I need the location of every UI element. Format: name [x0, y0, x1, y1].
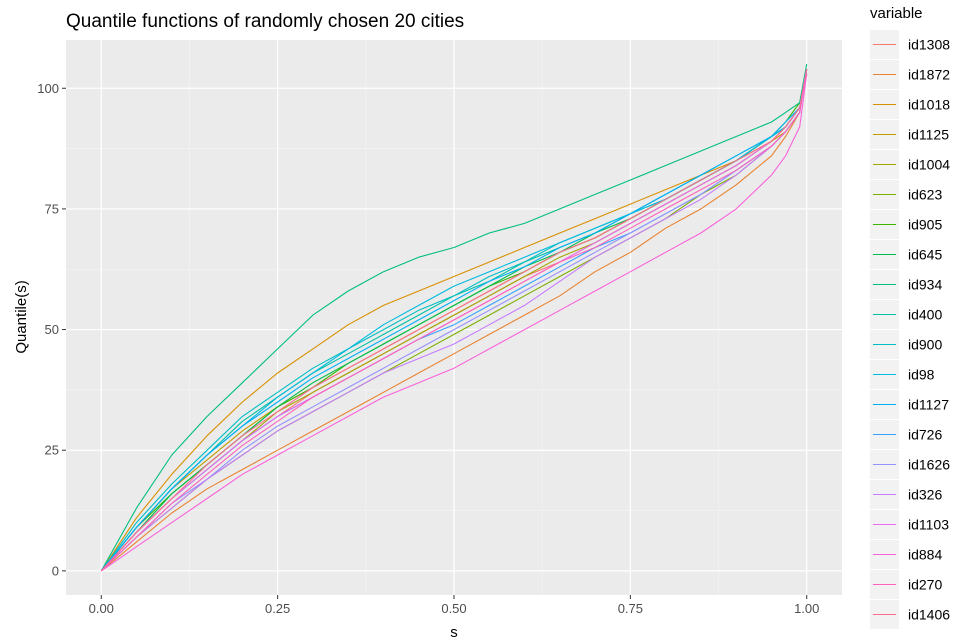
legend: id1308 id1872 id1018 id1125 id1004 id623 id905… — [870, 30, 950, 629]
y-axis-ticks: 0 25 50 75 100 — [37, 81, 66, 578]
legend-label-id1626: id1626 — [908, 457, 950, 473]
x-tick-label: 0.25 — [265, 601, 290, 616]
y-axis-title: Quantile(s) — [13, 280, 30, 353]
legend-label-id645: id645 — [908, 247, 942, 263]
x-tick-label: 0.00 — [89, 601, 114, 616]
grid-lines — [66, 40, 842, 595]
legend-label-id934: id934 — [908, 277, 942, 293]
x-tick-label: 0.50 — [441, 601, 466, 616]
legend-label-id884: id884 — [908, 547, 942, 563]
legend-label-id1127: id1127 — [908, 397, 949, 413]
legend-label-id400: id400 — [908, 307, 942, 323]
legend-label-id1125: id1125 — [908, 127, 949, 143]
series-line-id1406 — [100, 68, 808, 572]
series-lines — [100, 64, 808, 572]
legend-label-id270: id270 — [908, 577, 942, 593]
legend-title: variable — [870, 5, 923, 22]
legend-label-id1406: id1406 — [908, 607, 950, 623]
series-line-id1872 — [100, 68, 808, 572]
x-axis-title: s — [450, 624, 458, 641]
series-line-id934 — [100, 64, 808, 572]
y-tick-label: 100 — [37, 81, 59, 96]
legend-label-id1103: id1103 — [908, 517, 949, 533]
legend-label-id726: id726 — [908, 427, 942, 443]
y-tick-label: 25 — [45, 443, 59, 458]
x-tick-label: 0.75 — [618, 601, 643, 616]
legend-label-id1872: id1872 — [908, 67, 950, 83]
legend-label-id1004: id1004 — [908, 157, 950, 173]
chart-title: Quantile functions of randomly chosen 20… — [66, 11, 464, 32]
y-tick-label: 50 — [45, 322, 59, 337]
legend-label-id98: id98 — [908, 367, 935, 383]
y-tick-label: 75 — [45, 201, 59, 216]
series-line-id270 — [100, 68, 808, 572]
legend-label-id1308: id1308 — [908, 37, 950, 53]
legend-label-id623: id623 — [908, 187, 942, 203]
series-line-id884 — [100, 73, 808, 572]
x-tick-label: 1.00 — [794, 601, 819, 616]
series-line-id1127 — [100, 68, 808, 572]
series-line-id326 — [100, 68, 808, 572]
y-tick-label: 0 — [52, 563, 59, 578]
x-axis-ticks: 0.00 0.25 0.50 0.75 1.00 — [89, 595, 819, 616]
legend-label-id326: id326 — [908, 487, 942, 503]
legend-label-id900: id900 — [908, 337, 942, 353]
legend-label-id1018: id1018 — [908, 97, 950, 113]
legend-label-id905: id905 — [908, 217, 942, 233]
